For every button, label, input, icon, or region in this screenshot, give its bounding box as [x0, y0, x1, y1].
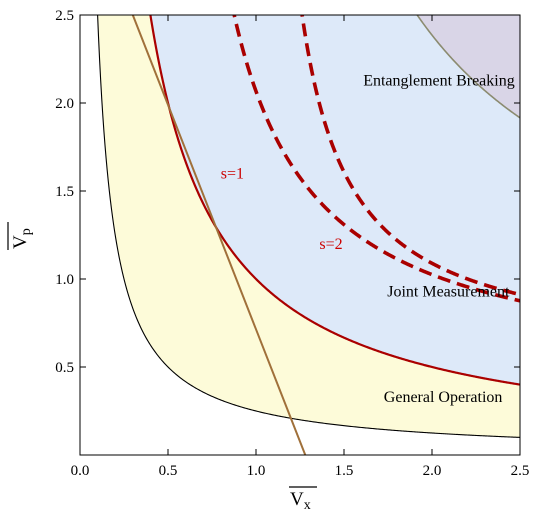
x-tick-label: 0.0: [71, 463, 90, 479]
x-tick-label: 1.0: [247, 463, 266, 479]
y-tick-label: 2.0: [55, 96, 74, 112]
series-straight-line: [131, 15, 307, 455]
region-entanglement-breaking: [417, 15, 520, 118]
x-tick-label: 0.5: [159, 463, 178, 479]
region-joint-measurement: [150, 15, 520, 385]
region-label-joint-measurement: Joint Measurement: [387, 284, 510, 301]
text-labels: General Operation Joint Measurement Entang…: [7, 72, 515, 512]
y-axis-label-sub: p: [19, 228, 34, 235]
x-tick-label: 2.0: [423, 463, 442, 479]
region-label-entanglement-breaking: Entanglement Breaking: [363, 72, 515, 89]
curve-label-s-equals-1: s=1: [221, 166, 244, 183]
y-axis-label: Vp: [10, 228, 34, 249]
series-s-equals-2: [300, 15, 520, 297]
series-general-operation-boundary: [97, 15, 520, 438]
y-tick-label: 0.5: [55, 360, 74, 376]
y-tick-label: 2.5: [55, 8, 74, 24]
y-axis-label-main: V: [10, 235, 31, 249]
x-axis-label-sub: x: [304, 498, 311, 512]
plot-frame: [79, 14, 521, 456]
axis-ticks: 0.0 0.5 1.0 1.5 2.0 2.5 0.5 1.0 1.5 2.0 2.5: [55, 8, 529, 479]
region-label-general-operation: General Operation: [384, 389, 503, 406]
x-axis-label-main: V: [290, 489, 304, 510]
region-layer: [97, 15, 520, 438]
series-s-equals-1: [232, 15, 520, 303]
series-joint-measurement-boundary: [149, 15, 520, 386]
series-entanglement-breaking-boundary: [416, 15, 520, 119]
curve-label-s-equals-2: s=2: [319, 236, 342, 253]
curve-layer: [97, 15, 520, 455]
x-tick-label: 1.5: [335, 463, 354, 479]
y-tick-label: 1.5: [55, 184, 74, 200]
y-tick-label: 1.0: [55, 272, 74, 288]
x-tick-label: 2.5: [511, 463, 530, 479]
x-axis-label: Vx: [290, 489, 311, 512]
